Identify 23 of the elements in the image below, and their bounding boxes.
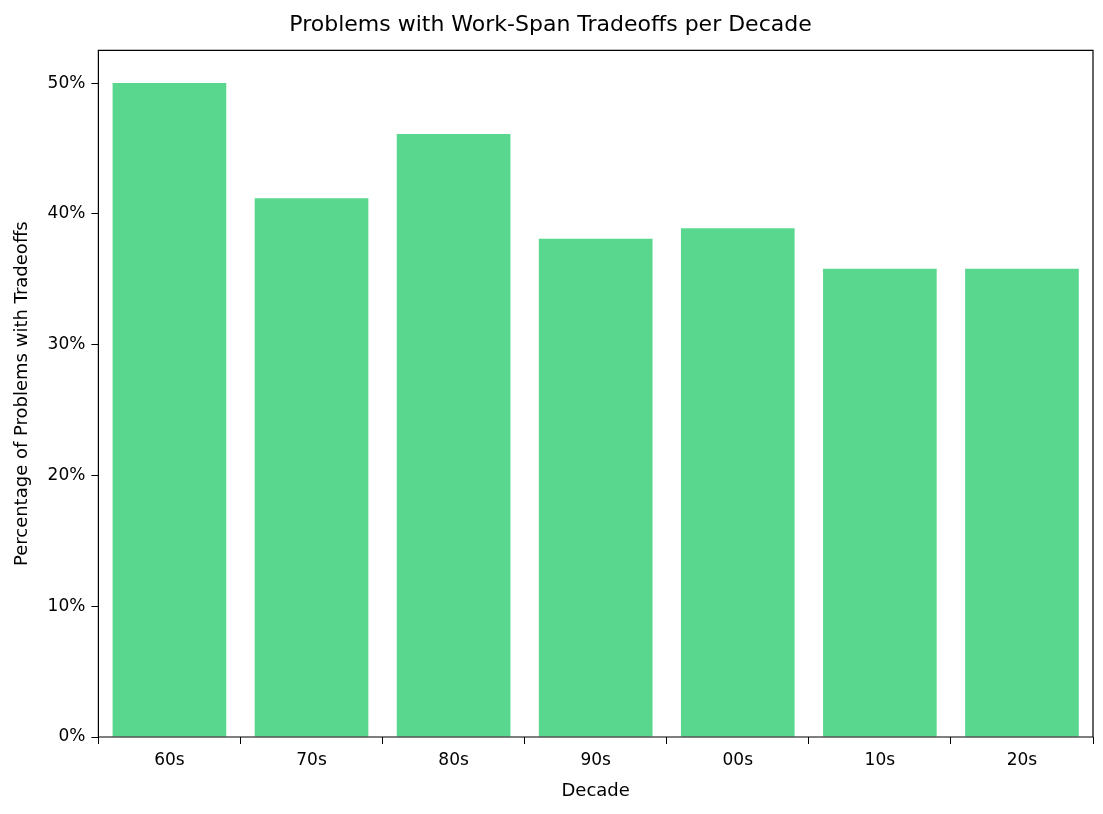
bar bbox=[965, 268, 1079, 737]
x-tick-label: 90s bbox=[580, 748, 612, 769]
y-tick-label: 50% bbox=[47, 71, 86, 92]
bar bbox=[823, 268, 937, 737]
bar bbox=[112, 83, 227, 737]
chart-title: Problems with Work-Span Tradeoffs per Decade bbox=[289, 10, 812, 36]
x-tick-label: 80s bbox=[438, 748, 469, 769]
y-axis-title: Percentage of Problems with Tradeoffs bbox=[10, 221, 32, 567]
y-tick-label: 20% bbox=[47, 463, 86, 484]
x-tick-label: 60s bbox=[154, 748, 185, 769]
y-tick-label: 30% bbox=[47, 333, 86, 354]
x-axis-title: Decade bbox=[561, 778, 630, 800]
x-tick-label: 20s bbox=[1006, 748, 1038, 769]
y-tick-label: 10% bbox=[47, 594, 86, 615]
bar bbox=[680, 228, 795, 737]
x-tick-label: 70s bbox=[296, 748, 327, 769]
x-tick-label: 00s bbox=[722, 748, 754, 769]
bar bbox=[538, 238, 653, 737]
bar bbox=[254, 198, 369, 737]
bar bbox=[396, 134, 511, 737]
y-tick-label: 0% bbox=[58, 725, 86, 746]
x-tick-label: 10s bbox=[864, 748, 896, 769]
y-tick-label: 40% bbox=[47, 202, 86, 223]
